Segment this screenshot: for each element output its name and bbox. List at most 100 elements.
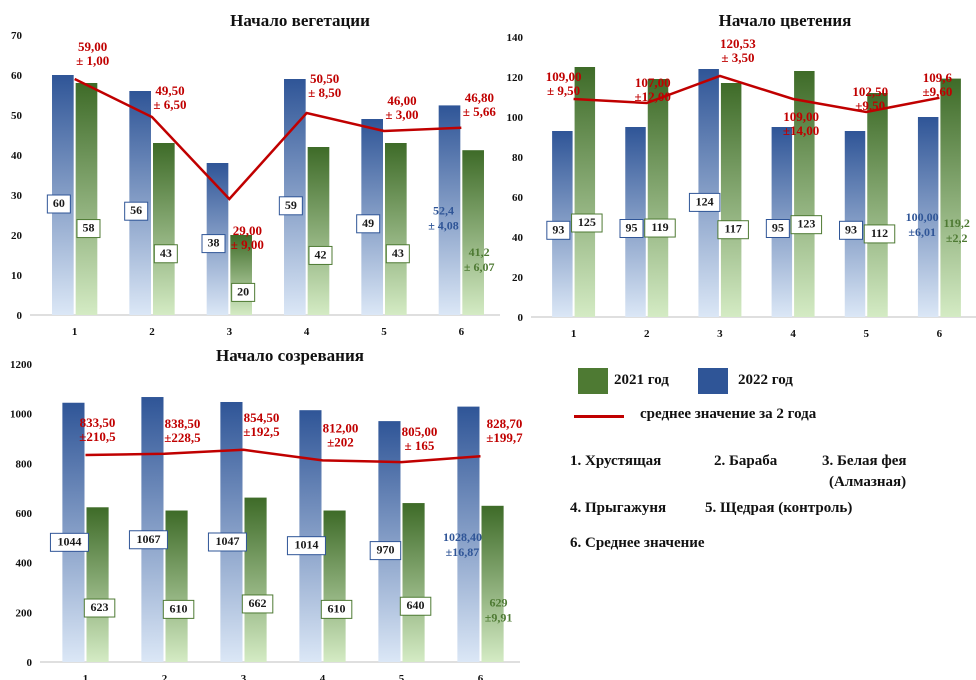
x-tick-label: 2 [149, 326, 155, 338]
x-tick-label: 1 [571, 328, 577, 340]
data-label-2022: 56 [130, 203, 142, 217]
data-label-2022-box [839, 220, 864, 240]
bar-2021 [75, 83, 98, 315]
chart-title: Начало цветения [719, 11, 852, 30]
y-tick-label: 1000 [10, 409, 33, 421]
data-label-2021: 119,2 [943, 216, 969, 230]
mean-label: 49,50 [155, 83, 184, 98]
data-label-2022-box [765, 219, 790, 238]
data-label-2021-box [231, 282, 256, 302]
y-tick-label: 20 [11, 230, 23, 242]
data-label-2022: 1047 [215, 534, 239, 548]
mean-label: ±12,00 [635, 89, 671, 104]
data-label-2021-box [385, 244, 410, 264]
mean-label: ±9,50 [855, 98, 885, 113]
y-tick-label: 200 [16, 607, 33, 619]
mean-label: ± 6,50 [153, 97, 186, 112]
y-tick-label: 70 [11, 30, 23, 42]
data-label-2021: 629 [490, 595, 508, 609]
mean-label: 833,50 [80, 415, 116, 430]
bar-2021 [86, 507, 109, 662]
mean-line [85, 448, 481, 464]
x-tick-label: 3 [717, 328, 723, 340]
data-label-2022: 100,00 [906, 210, 939, 224]
data-label-2022-box [546, 220, 571, 240]
data-label-2021: 112 [871, 226, 888, 240]
variety-6-mean: 6. Среднее значение [570, 535, 705, 551]
x-tick-label: 4 [790, 328, 796, 340]
mean-label: ± 9,50 [547, 83, 580, 98]
bar-2021 [574, 67, 596, 317]
chart-panel-3: Начало созревания 0 200 400 600 800 1000 1200 1 2… [10, 346, 523, 680]
variety-4: 4. Прыгажуня [570, 500, 667, 516]
data-label-2021: 43 [160, 246, 172, 260]
mean-label: ±192,5 [243, 424, 280, 439]
y-tick-label: 0 [17, 310, 23, 322]
x-tick-label: 6 [459, 326, 465, 338]
x-tick-label: 5 [864, 328, 870, 340]
mean-label: 46,80 [465, 90, 494, 105]
bar-2021 [323, 510, 346, 662]
bar-2022 [220, 401, 243, 662]
data-label-2022-box [124, 201, 149, 221]
mean-label: ± 3,50 [721, 50, 754, 65]
data-label-2022: 1014 [294, 538, 318, 552]
data-label-2022: 970 [376, 543, 394, 557]
y-tick-label: 60 [11, 70, 23, 82]
bar-2022 [299, 410, 322, 662]
data-label-2021: 610 [328, 601, 346, 615]
data-label-2022: 49 [362, 216, 374, 230]
bar-2021 [462, 150, 484, 315]
y-tick-label: 600 [16, 508, 33, 520]
legend-label-2022: 2022 год [738, 372, 793, 388]
mean-label: ± 3,00 [385, 107, 418, 122]
mean-label: 838,50 [165, 416, 201, 431]
data-label-2021: 119 [651, 220, 668, 234]
data-label-2022: 95 [772, 221, 784, 235]
data-label-2022-box [49, 532, 89, 552]
mean-label: 102,50 [852, 84, 888, 99]
data-label-2022-box [46, 194, 71, 214]
mean-label: 107,00 [635, 75, 671, 90]
x-tick-label: 6 [937, 328, 943, 340]
data-label-2022: 124 [696, 194, 714, 208]
mean-label: ±202 [327, 434, 354, 449]
data-label-2022-box [688, 192, 721, 212]
data-label-2021-box [83, 598, 116, 618]
y-tick-label: 20 [512, 272, 524, 284]
legend-label-2021: 2021 год [614, 372, 669, 388]
data-label-2021: 58 [82, 221, 94, 235]
bar-2021 [794, 71, 815, 317]
data-label-2021: 117 [724, 222, 741, 236]
bar-2021 [402, 503, 425, 662]
data-label-2022: 1067 [136, 532, 160, 546]
bar-2022 [438, 105, 461, 316]
data-label-2021-box [241, 594, 274, 614]
data-label-2021: 123 [797, 217, 815, 231]
data-label-2021: ±9,91 [485, 610, 513, 624]
variety-5: 5. Щедрая (контроль) [705, 500, 853, 516]
x-tick-label: 3 [241, 673, 247, 680]
data-label-2022-box [369, 541, 402, 561]
x-tick-label: 4 [304, 326, 310, 338]
bar-2021 [307, 147, 330, 315]
mean-line [74, 77, 462, 201]
data-label-2022-box [619, 219, 644, 238]
data-label-2021: 41,2 [469, 245, 490, 259]
mean-label: ±210,5 [79, 429, 116, 444]
legend-swatch-mean [574, 415, 624, 418]
data-label-2022: ±6,01 [908, 225, 936, 239]
y-tick-label: 30 [11, 190, 23, 202]
mean-label: 828,70 [487, 416, 523, 431]
mean-label: 109,6 [923, 70, 953, 85]
mean-label: ±199,7 [486, 430, 523, 445]
data-label-2021: 640 [407, 598, 425, 612]
variety-3: 3. Белая фея [822, 453, 907, 469]
mean-label: ± 1,00 [76, 53, 109, 68]
x-tick-label: 1 [83, 673, 89, 680]
data-label-2022: 93 [845, 222, 857, 236]
data-label-2022-box [356, 214, 381, 234]
mean-label: 29,00 [233, 223, 262, 238]
y-tick-label: 400 [16, 558, 33, 570]
